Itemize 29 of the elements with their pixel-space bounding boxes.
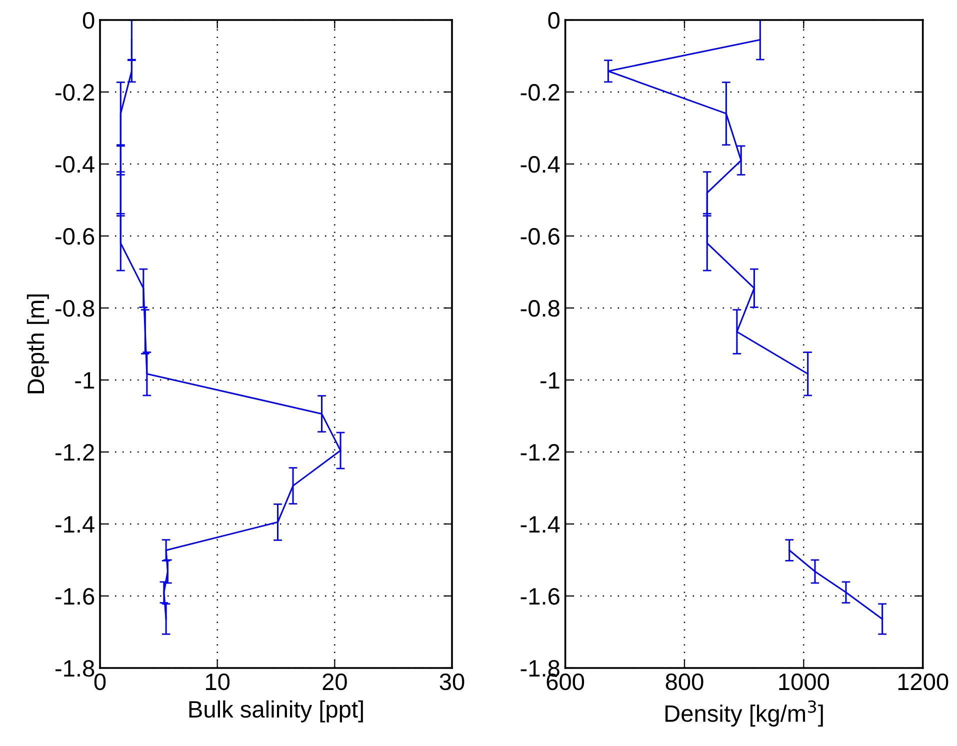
y-tick-label: 0 — [548, 12, 560, 29]
y-tick-label: -1.2 — [56, 444, 94, 461]
x-axis-title: Bulk salinity [ppt] — [189, 700, 363, 722]
y-tick-label: 0 — [82, 12, 94, 29]
y-tick-label: -1 — [540, 372, 560, 389]
y-axis-title: Depth [m] — [26, 294, 49, 394]
y-tick-label: -1 — [75, 372, 94, 389]
x-tick-label: 800 — [666, 673, 704, 690]
x-tick-label: 1200 — [898, 673, 948, 690]
y-tick-label: -1.4 — [56, 516, 94, 533]
y-tick-label: -1.4 — [520, 516, 560, 533]
y-tick-label: -0.6 — [520, 228, 560, 245]
x-tick-label: 20 — [322, 673, 347, 690]
x-tick-label: 30 — [440, 673, 464, 690]
y-tick-label: -0.4 — [56, 156, 94, 173]
y-tick-label: -1.2 — [520, 444, 560, 461]
y-tick-label: -0.2 — [56, 84, 94, 101]
y-tick-label: -0.8 — [56, 300, 94, 317]
y-tick-label: -0.2 — [520, 84, 560, 101]
y-tick-label: -0.4 — [520, 156, 560, 173]
y-tick-label: -1.6 — [56, 588, 94, 605]
x-axis-title: Density [kg/m$^{3}$] — [665, 700, 823, 727]
x-tick-label: 10 — [206, 673, 230, 690]
y-tick-label: -1.6 — [520, 588, 560, 605]
y-tick-label: -1.8 — [56, 660, 94, 677]
x-tick-label: 0 — [94, 673, 106, 690]
y-tick-label: -0.6 — [56, 228, 94, 245]
y-tick-label: -0.8 — [520, 300, 560, 317]
x-tick-label: 1000 — [779, 673, 829, 690]
